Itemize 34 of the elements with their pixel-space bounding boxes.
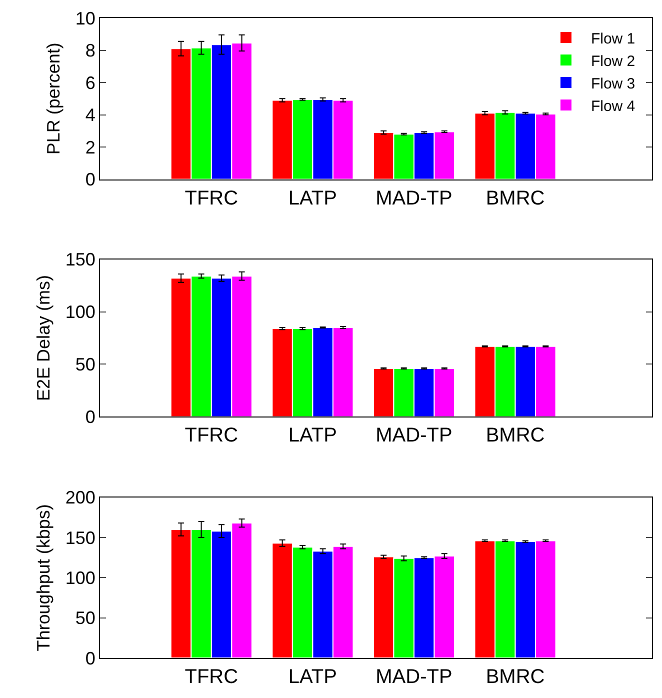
y-axis-title: Throughput (kbps) [34, 504, 54, 652]
y-tick-label: 50 [75, 354, 96, 375]
x-tick-label: TFRC [184, 424, 238, 447]
y-tick-label: 10 [75, 8, 96, 28]
x-tick-label: BMRC [486, 187, 545, 210]
legend-label: Flow 2 [590, 52, 636, 70]
y-tick-label: 0 [85, 170, 96, 190]
y-tick-label: 200 [65, 488, 96, 508]
x-tick-label: MAD-TP [376, 424, 452, 447]
y-tick-label: 100 [65, 302, 96, 322]
y-tick-label: 6 [85, 72, 96, 93]
x-tick-label: LATP [288, 187, 337, 210]
y-tick-label: 50 [75, 608, 96, 628]
x-tick-label: BMRC [486, 424, 545, 447]
x-tick-label: TFRC [184, 666, 238, 688]
x-tick-label: TFRC [184, 187, 238, 210]
x-tick-label: LATP [288, 666, 337, 688]
x-tick-label: MAD-TP [376, 666, 452, 688]
y-tick-label: 150 [65, 250, 96, 270]
y-tick-label: 0 [85, 648, 96, 668]
y-tick-label: 8 [85, 40, 96, 61]
legend-label: Flow 3 [590, 75, 636, 92]
legend-label: Flow 4 [590, 98, 636, 115]
y-tick-label: 4 [85, 105, 96, 126]
x-tick-label: MAD-TP [376, 187, 452, 210]
y-tick-label: 150 [65, 528, 96, 548]
x-tick-label: BMRC [486, 666, 545, 688]
y-tick-label: 100 [65, 568, 96, 588]
y-tick-label: 2 [85, 137, 96, 158]
x-tick-label: LATP [288, 424, 337, 447]
y-axis-title: E2E Delay (ms) [34, 274, 54, 402]
legend-label: Flow 1 [590, 30, 636, 48]
y-axis-title: PLR (percent) [44, 42, 64, 155]
y-tick-label: 0 [85, 407, 96, 428]
